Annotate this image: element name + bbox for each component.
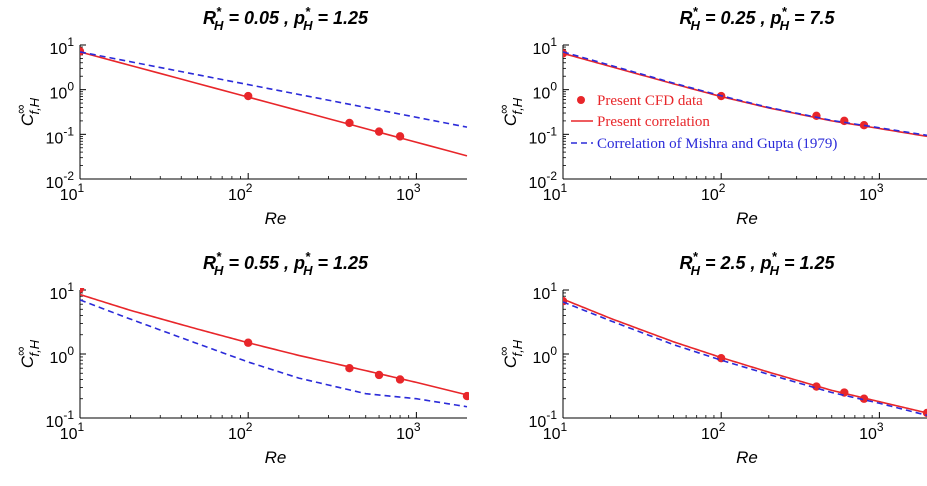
plot-area: [76, 47, 467, 156]
mishra-gupta-correlation-line: [80, 52, 467, 127]
mishra-gupta-correlation-line: [563, 302, 927, 415]
y-axis-label: C∞f,H: [496, 339, 525, 368]
y-axis-label: C∞f,H: [13, 339, 42, 368]
y-tick-label: 100: [50, 80, 75, 103]
chart-title: R* H = 0.55 , p* H = 1.25: [203, 249, 369, 278]
y-axis-label: C∞f,H: [496, 97, 525, 126]
x-tick-label: 103: [859, 181, 884, 204]
legend: Present CFD data Present correlation Corre…: [571, 93, 837, 152]
x-axis-label: Re: [736, 209, 758, 228]
cfd-data-point: [76, 284, 84, 292]
x-axis-label: Re: [265, 448, 287, 467]
x-tick-label: 103: [396, 181, 421, 204]
present-correlation-line: [563, 299, 927, 413]
x-tick-label: 101: [60, 420, 85, 443]
y-tick-label: 10-1: [529, 124, 558, 147]
y-tick-label: 100: [533, 344, 558, 367]
present-correlation-line: [80, 52, 467, 156]
legend-marker-cfd: [577, 96, 585, 104]
x-tick-label: 102: [701, 181, 726, 204]
mishra-gupta-correlation-line: [80, 300, 467, 407]
x-tick-label: 101: [543, 420, 568, 443]
y-tick-label: 101: [50, 280, 75, 303]
present-correlation-line: [80, 295, 467, 395]
y-tick-label: 101: [50, 35, 75, 58]
y-tick-label: 100: [533, 80, 558, 103]
y-tick-label: 101: [533, 35, 558, 58]
chart-title: R* H = 0.05 , p* H = 1.25: [203, 4, 369, 33]
x-axis-label: Re: [736, 448, 758, 467]
x-tick-label: 103: [396, 420, 421, 443]
x-tick-label: 102: [701, 420, 726, 443]
x-tick-label: 103: [859, 420, 884, 443]
x-tick-label: 102: [228, 420, 253, 443]
chart-title: R* H = 2.5 , p* H = 1.25: [680, 249, 836, 278]
legend-label: Present correlation: [597, 114, 710, 130]
y-tick-label: 100: [50, 344, 75, 367]
cfd-data-point: [76, 47, 84, 55]
x-axis-label: Re: [265, 209, 287, 228]
y-tick-label: 101: [533, 280, 558, 303]
legend-label: Present CFD data: [597, 93, 703, 109]
y-tick-label: 10-1: [46, 124, 75, 147]
cfd-data-point: [463, 392, 471, 400]
x-tick-label: 101: [543, 181, 568, 204]
y-axis-label: C∞f,H: [13, 97, 42, 126]
legend-label: Correlation of Mishra and Gupta (1979): [597, 136, 837, 152]
x-tick-label: 102: [228, 181, 253, 204]
plot-area: [559, 297, 927, 417]
x-tick-label: 101: [60, 181, 85, 204]
chart-title: R* H = 0.25 , p* H = 7.5: [679, 4, 835, 33]
plot-area: [76, 284, 471, 406]
